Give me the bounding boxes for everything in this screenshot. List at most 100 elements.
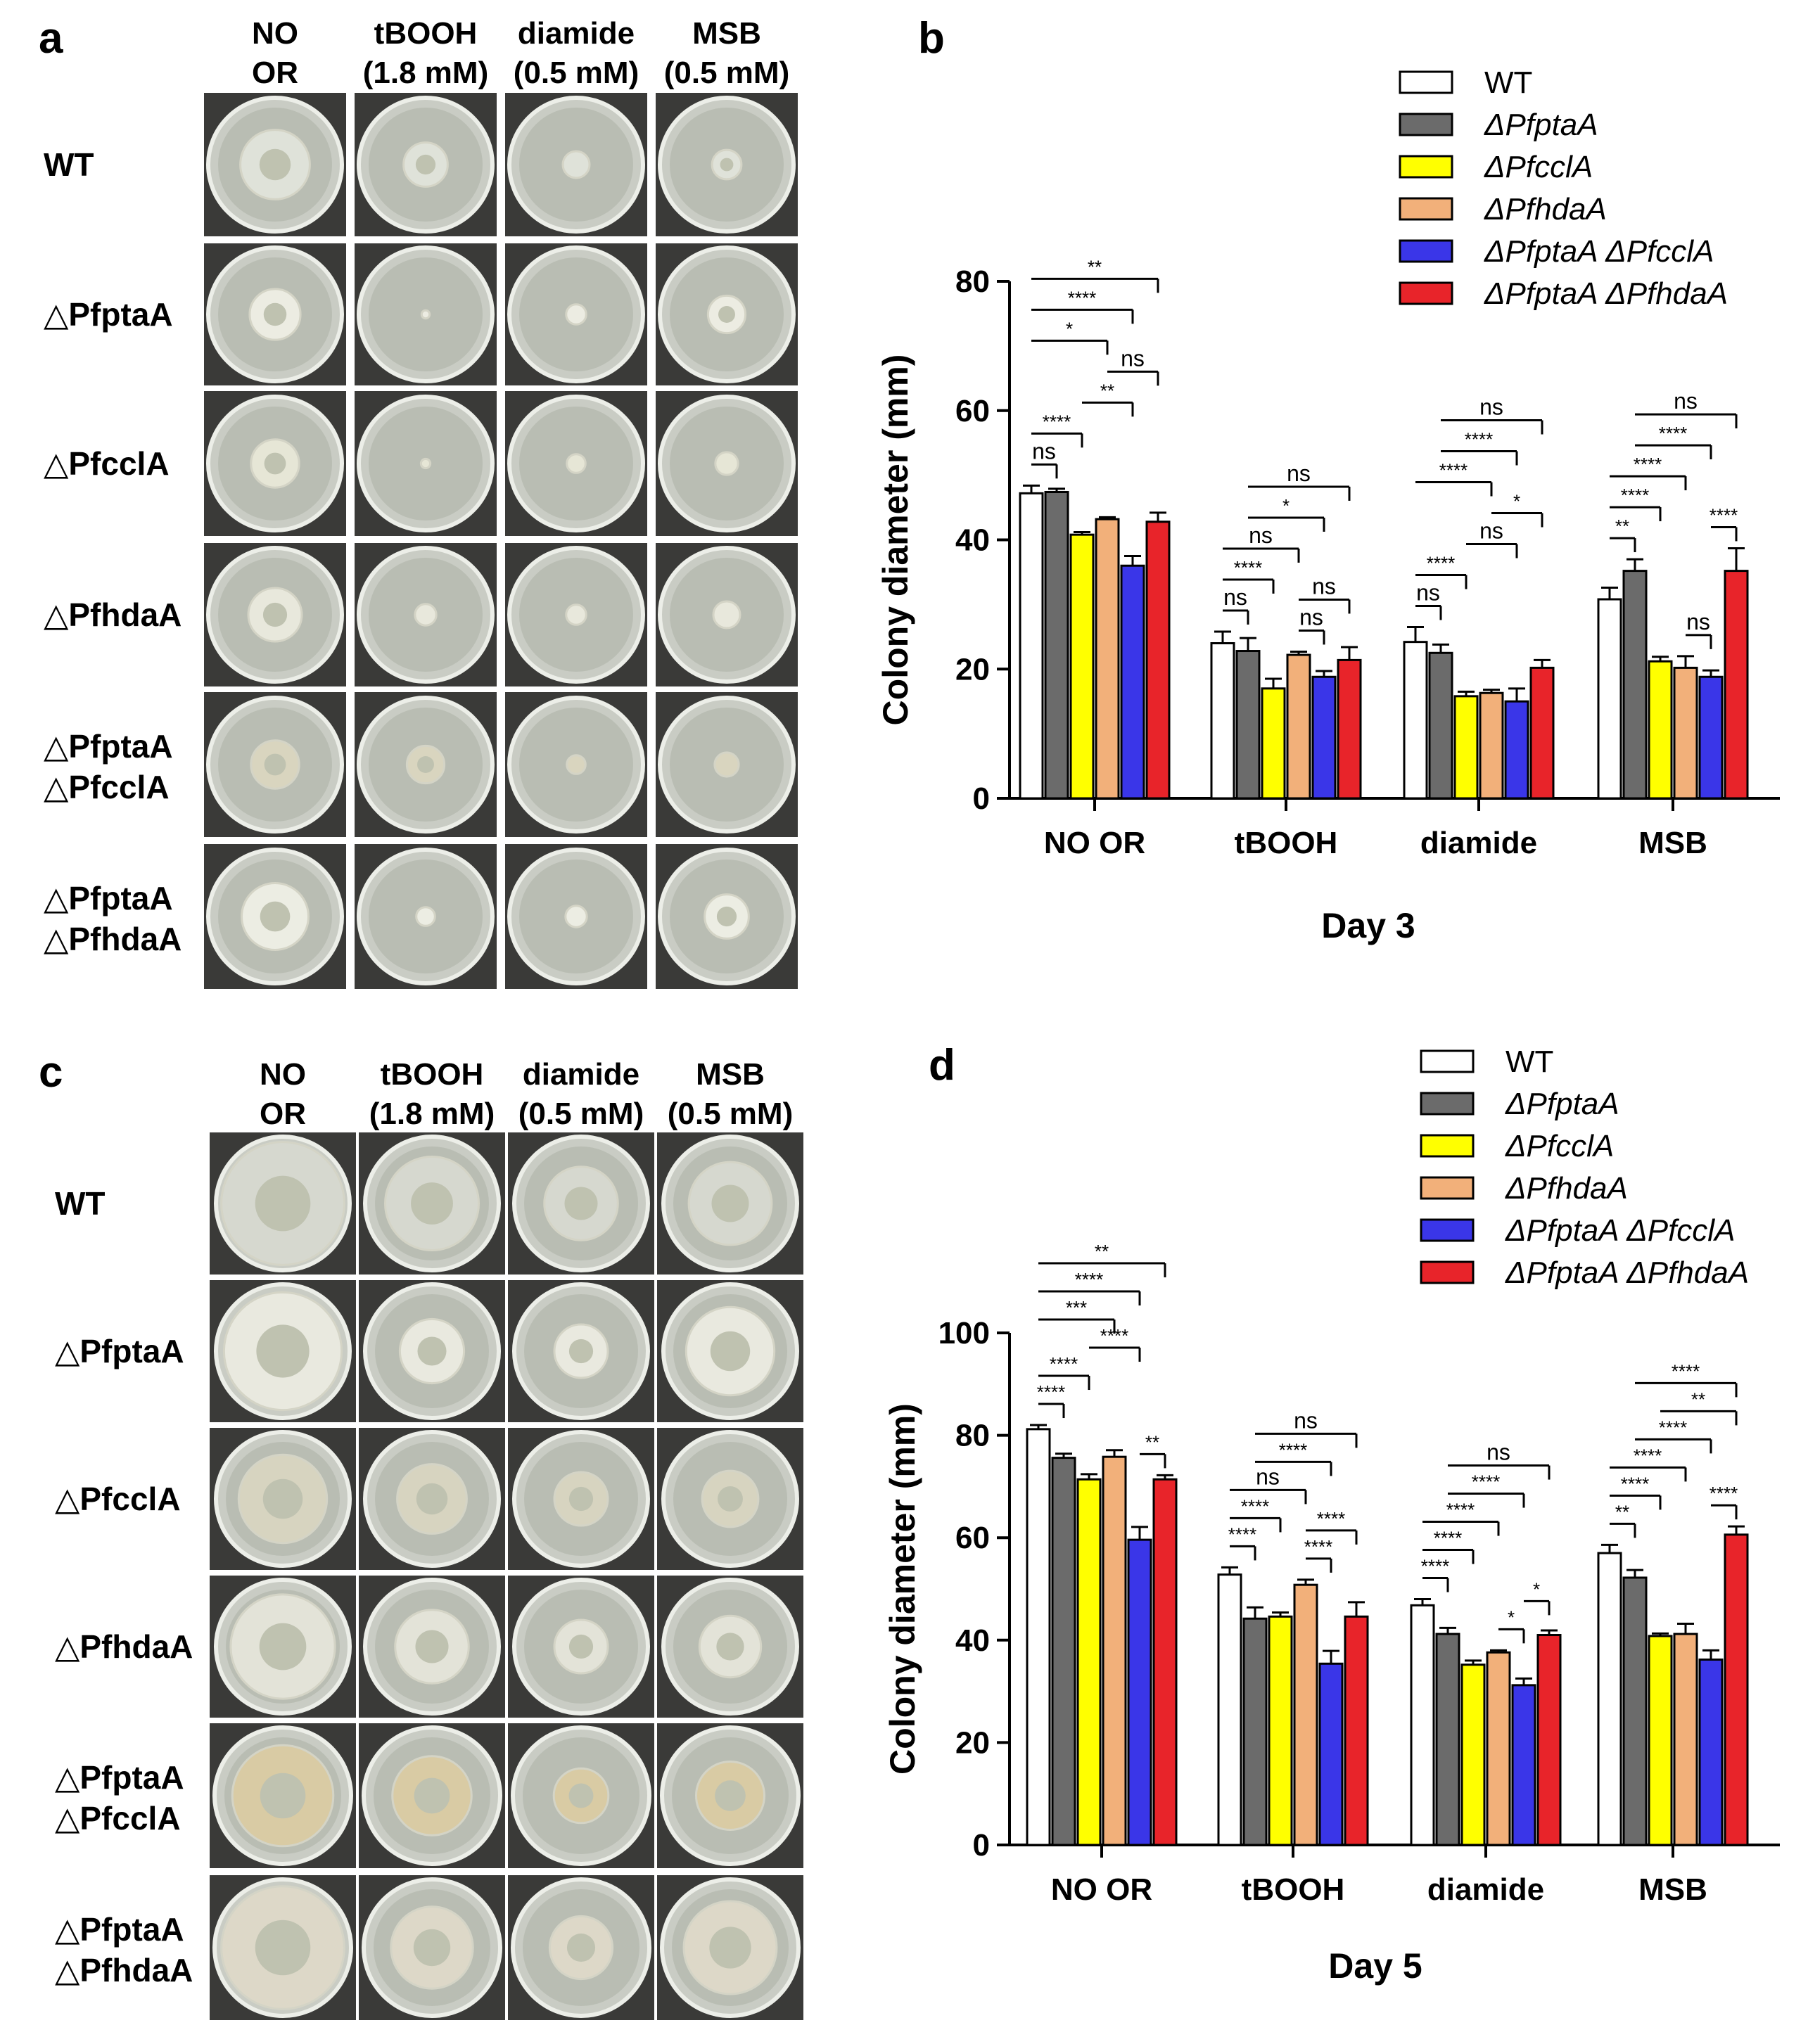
significance-label: ns <box>1674 388 1698 414</box>
significance-label: **** <box>1304 1536 1332 1557</box>
legend-swatch <box>1420 1218 1475 1242</box>
colony-center <box>720 158 734 172</box>
bar-chart-day3: 0 20 40 60 80 Colony diameter (mm) Day 3 NO OR n… <box>876 65 1780 945</box>
bar <box>1597 1552 1622 1846</box>
category-label: diamide <box>1427 1872 1544 1907</box>
significance-label: **** <box>1710 504 1738 525</box>
legend-swatch <box>1399 155 1453 179</box>
legend-swatch <box>1420 1134 1475 1158</box>
colony-center <box>260 901 291 932</box>
y-tick-label: 40 <box>955 523 990 558</box>
row-label: △PfptaA <box>55 1333 184 1369</box>
bar <box>1479 691 1504 800</box>
colony-center <box>415 1630 449 1663</box>
significance-label: ns <box>1287 461 1311 486</box>
significance-label: **** <box>1446 1500 1475 1521</box>
row-label: △PfcclA <box>44 445 170 482</box>
colony-center <box>259 148 291 181</box>
colony-center <box>568 1783 594 1808</box>
legend-swatch <box>1420 1092 1475 1116</box>
significance-label: ns <box>1223 585 1247 610</box>
colony-center <box>256 1324 310 1378</box>
row-label-line1: △PfptaA <box>55 1759 184 1796</box>
bar <box>1051 1457 1076 1846</box>
fungal-colony <box>566 453 587 474</box>
column-header-line1: tBOOH <box>381 1057 484 1092</box>
colony-center <box>417 756 434 773</box>
legend-label: ΔPfhdaA <box>1484 192 1607 226</box>
significance-label: **** <box>1421 1556 1449 1577</box>
y-tick-label: 60 <box>955 394 990 428</box>
row-label-line2: △PfhdaA <box>55 1952 193 1988</box>
significance-label: **** <box>1317 1508 1345 1529</box>
column-header-line1: diamide <box>523 1057 639 1092</box>
significance-label: ** <box>1691 1388 1705 1410</box>
x-axis-label: Day 5 <box>1328 1946 1422 1986</box>
significance-label: **** <box>1228 1524 1256 1545</box>
y-tick-label: 0 <box>973 781 990 816</box>
bar <box>1235 650 1261 800</box>
significance-label: **** <box>1465 429 1493 450</box>
panel-letter-a: a <box>39 14 63 63</box>
significance-label: **** <box>1634 1445 1662 1466</box>
significance-label: ** <box>1100 380 1114 401</box>
bar <box>1529 666 1555 800</box>
significance-label: **** <box>1050 1353 1078 1374</box>
significance-label: ns <box>1479 395 1503 420</box>
legend-label: ΔPfptaA ΔPfhdaA <box>1484 276 1728 311</box>
column-header-line2: (0.5 mM) <box>518 1097 644 1131</box>
significance-label: **** <box>1043 411 1071 432</box>
row-label-line2: △PfcclA <box>55 1800 181 1837</box>
colony-center <box>564 1187 598 1220</box>
bar <box>1311 675 1337 800</box>
row-label: △PfhdaA <box>55 1628 193 1665</box>
column-header-line1: MSB <box>692 16 761 51</box>
category-label: MSB <box>1638 826 1707 860</box>
y-tick-label: 80 <box>955 264 990 299</box>
bar <box>1026 1428 1051 1846</box>
bar <box>1453 695 1479 800</box>
legend-swatch <box>1420 1176 1475 1200</box>
fungal-colony <box>565 303 587 326</box>
fungal-colony <box>712 600 741 630</box>
bar <box>1076 1478 1102 1846</box>
significance-label: ns <box>1299 604 1323 630</box>
colony-center <box>716 1633 744 1661</box>
colony-center <box>718 1486 743 1512</box>
significance-label: **** <box>1634 454 1662 475</box>
significance-label: **** <box>1434 1528 1462 1549</box>
significance-label: * <box>1533 1578 1540 1599</box>
bar <box>1673 666 1698 800</box>
colony-center <box>715 1780 746 1811</box>
column-header-line1: NO <box>260 1057 306 1092</box>
category-label: tBOOH <box>1235 826 1338 860</box>
significance-label: **** <box>1472 1471 1500 1493</box>
bar <box>1095 518 1120 800</box>
colony-center <box>262 602 288 627</box>
colony-center <box>417 1336 447 1366</box>
legend-label: ΔPfptaA ΔPfcclA <box>1484 234 1714 269</box>
bar <box>1120 564 1145 800</box>
colony-center <box>718 306 735 323</box>
column-header-line2: (0.5 mM) <box>668 1097 793 1131</box>
bar-chart-day5: 0 20 40 60 80 100 Colony diameter (mm) Day 5 NO … <box>883 1045 1780 1986</box>
bar <box>1210 642 1235 800</box>
plate-grid-a: NO OR tBOOH (1.8 mM) diamide (0.5 mM) MSB (0.5 … <box>44 16 798 989</box>
row-label: △PfcclA <box>55 1481 181 1517</box>
y-axis-label: Colony diameter (mm) <box>876 354 915 726</box>
bar <box>1504 700 1529 800</box>
significance-label: **** <box>1241 1495 1269 1516</box>
colony-center <box>568 1339 594 1364</box>
panel-letter-c: c <box>39 1048 63 1097</box>
colony-center <box>264 753 286 776</box>
legend-swatch <box>1420 1049 1475 1073</box>
row-label-line2: △PfcclA <box>44 769 170 805</box>
fungal-colony <box>419 457 432 470</box>
y-tick-label: 20 <box>955 1725 990 1760</box>
bar <box>1724 570 1749 800</box>
bar <box>1428 651 1453 800</box>
bar <box>1044 491 1069 800</box>
colony-center <box>709 1927 751 1969</box>
bar <box>1318 1662 1344 1846</box>
